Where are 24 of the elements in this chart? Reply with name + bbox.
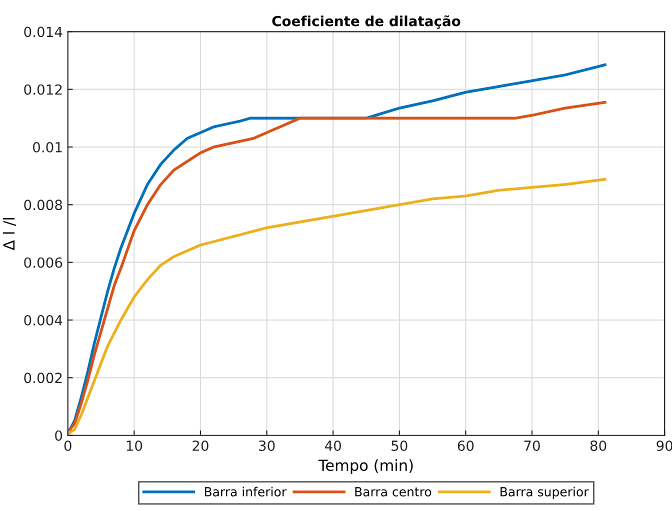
- legend-label: Barra centro: [355, 487, 432, 496]
- y-tick-label: 0.006: [24, 257, 62, 268]
- y-tick-label: 0.002: [24, 372, 62, 384]
- x-tick-label: 60: [458, 440, 474, 451]
- x-tick-label: 10: [126, 440, 142, 451]
- line-series: [68, 178, 606, 434]
- x-tick-label: 40: [324, 440, 341, 451]
- y-tick-label: 0.01: [33, 142, 62, 152]
- y-tick-label: 0.008: [24, 200, 62, 210]
- y-tick-label: 0: [55, 430, 62, 441]
- x-tick-label: 80: [590, 440, 606, 451]
- x-tick-label: 30: [259, 440, 275, 451]
- y-tick-label: 0.014: [24, 26, 62, 38]
- x-axis-title: Tempo (min): [318, 459, 413, 474]
- x-tick-label: 70: [524, 440, 540, 451]
- legend-label: Barra superior: [500, 486, 589, 499]
- x-tick-label: 50: [392, 440, 408, 451]
- x-tick-label: 0: [64, 440, 72, 451]
- x-tick-label: 20: [192, 440, 208, 451]
- y-tick-label: 0.012: [24, 84, 62, 95]
- legend-label: Barra inferior: [204, 486, 287, 496]
- y-tick-label: 0.004: [24, 315, 62, 326]
- chart-title: Coeficiente de dilatação: [272, 15, 460, 29]
- y-axis-title: Δ l /l: [2, 218, 16, 250]
